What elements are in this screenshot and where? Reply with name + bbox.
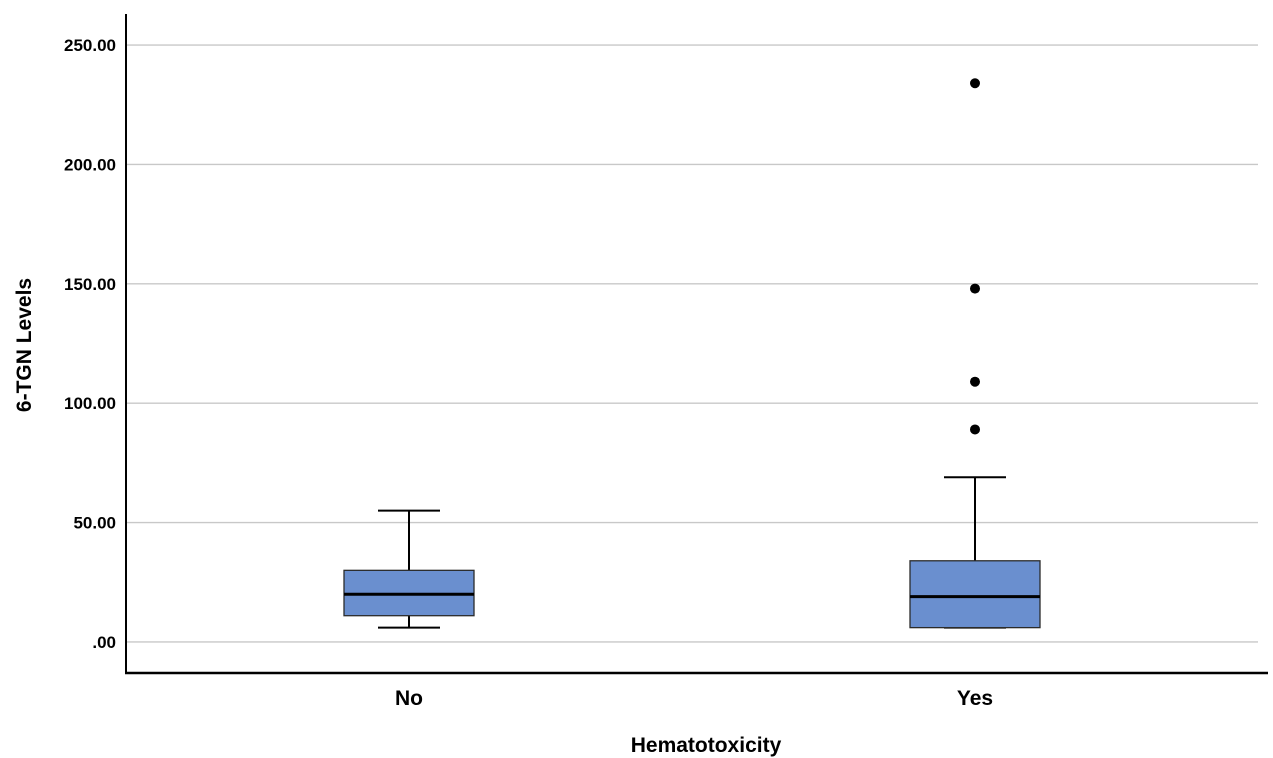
outlier-point (970, 376, 980, 387)
x-category-label: Yes (957, 687, 993, 710)
y-tick-label: 100.00 (64, 394, 116, 413)
outlier-point (970, 283, 980, 294)
box-group-yes (909, 78, 1041, 629)
y-axis-title: 6-TGN Levels (13, 278, 36, 412)
boxes (343, 78, 1041, 629)
outlier-point (970, 78, 980, 89)
gridlines (126, 44, 1258, 643)
y-tick-label: 150.00 (64, 275, 116, 294)
y-tick-label: 200.00 (64, 155, 116, 174)
box-iqr (909, 560, 1041, 629)
y-tick-labels: .00 50.00 100.00 150.00 200.00 250.00 (64, 36, 116, 652)
y-tick-label: .00 (92, 633, 116, 652)
y-tick-label: 250.00 (64, 36, 116, 55)
outlier-point (970, 424, 980, 435)
y-tick-label: 50.00 (73, 514, 116, 533)
x-category-label: No (395, 687, 423, 710)
x-axis-title: Hematotoxicity (631, 734, 782, 757)
x-category-labels: No Yes (395, 687, 993, 710)
box-group-no (343, 509, 475, 629)
